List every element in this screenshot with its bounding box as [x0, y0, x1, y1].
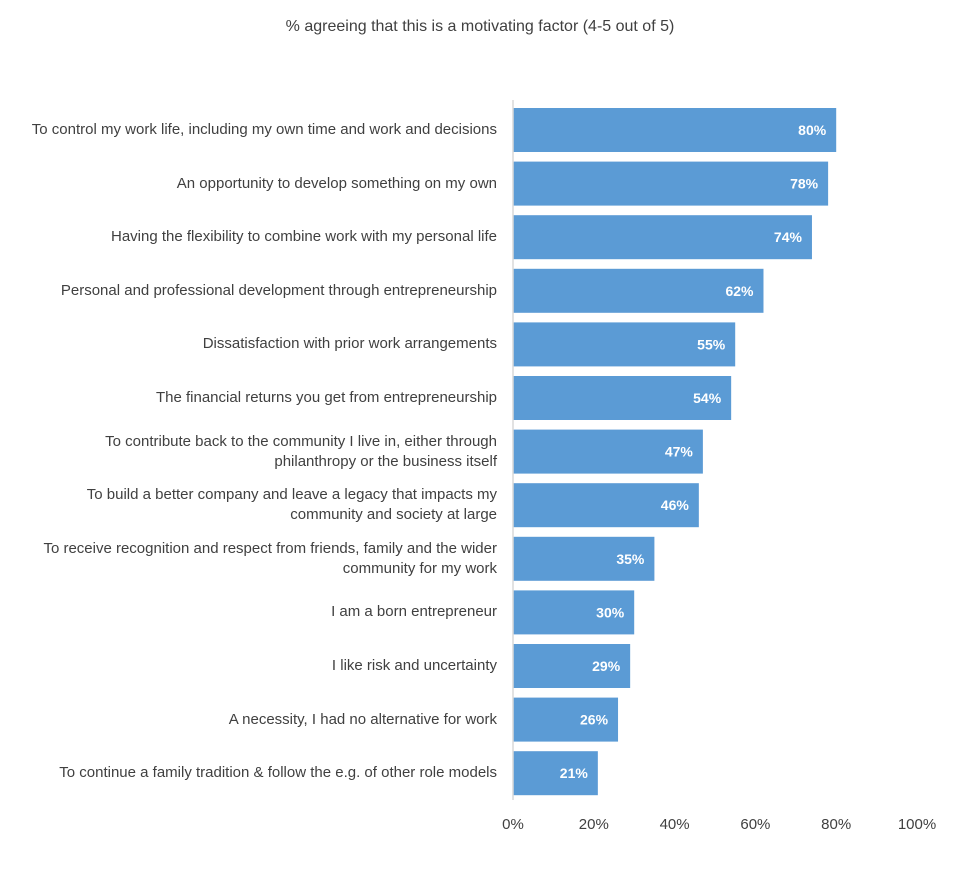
data-label: 80%	[798, 122, 827, 138]
category-label: I am a born entrepreneur	[331, 603, 497, 621]
bar	[513, 590, 635, 635]
category-label: To contribute back to the community I li…	[105, 432, 497, 470]
category-label: The financial returns you get from entre…	[155, 389, 497, 406]
category-label: Having the flexibility to combine work w…	[111, 228, 497, 246]
category-label: To receive recognition and respect from …	[43, 539, 497, 577]
bar	[513, 215, 812, 260]
category-label: Personal and professional development th…	[60, 281, 497, 299]
data-label: 54%	[693, 390, 722, 406]
bar	[513, 161, 829, 206]
x-tick-label: 20%	[578, 816, 609, 833]
category-label: I like risk and uncertainty	[331, 657, 497, 674]
bar	[513, 644, 631, 688]
category-label: To control my work life, including my ow…	[31, 121, 497, 138]
data-label: 30%	[596, 604, 625, 620]
x-tick-label: 80%	[821, 816, 852, 833]
bar	[513, 751, 598, 796]
data-label: 26%	[580, 712, 609, 728]
category-label: A necessity, I had no alternative for wo…	[228, 710, 497, 728]
bar	[513, 108, 837, 152]
category-label: Dissatisfaction with prior work arrangem…	[202, 335, 497, 353]
x-tick-label: 60%	[740, 816, 771, 833]
data-label: 35%	[616, 551, 645, 567]
category-label: To build a better company and leave a le…	[86, 486, 497, 524]
bar	[513, 429, 703, 474]
data-label: 62%	[725, 283, 754, 299]
bar	[513, 376, 732, 420]
data-label: 46%	[661, 497, 690, 513]
category-label: An opportunity to develop something on m…	[176, 174, 497, 192]
data-label: 47%	[665, 444, 694, 460]
category-label: To continue a family tradition & follow …	[59, 764, 497, 782]
x-tick-label: 100%	[897, 816, 937, 833]
bar	[513, 268, 764, 313]
x-tick-label: 0%	[502, 816, 524, 833]
data-label: 21%	[560, 765, 589, 781]
x-tick-label: 40%	[659, 816, 690, 833]
data-label: 74%	[774, 229, 803, 245]
bar	[513, 536, 655, 581]
data-label: 78%	[790, 176, 819, 192]
data-label: 55%	[697, 336, 726, 352]
bar	[513, 483, 699, 528]
bar	[513, 322, 736, 367]
bar	[513, 697, 619, 742]
chart-title: % agreeing that this is a motivating fac…	[285, 18, 675, 35]
data-label: 29%	[592, 658, 621, 674]
